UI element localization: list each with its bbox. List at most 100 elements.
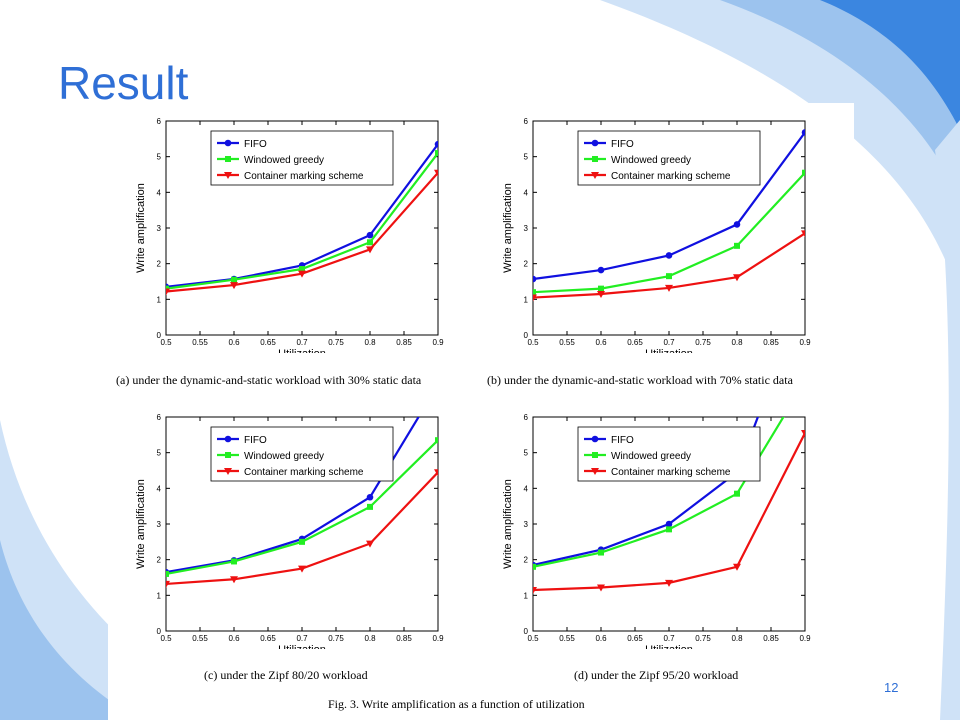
data-point-container-marking-scheme: [366, 246, 374, 254]
y-axis-label: Write amplification: [135, 479, 147, 569]
chart-svg: 0.5 0.55 0.6 0.65 0.7 0.75 0.8 0.85 0.9 0 1 2 3 4 5 6 Ut…: [135, 413, 444, 649]
x-tick-label: 0.8: [364, 634, 376, 643]
x-tick-label: 0.7: [663, 634, 675, 643]
bottom-left-wave-mid: [0, 540, 140, 720]
legend-marker-container-marking-scheme: [591, 172, 599, 179]
caption-b: (b) under the dynamic-and-static workloa…: [487, 373, 793, 387]
y-axis-label: Write amplification: [502, 479, 514, 569]
y-tick-label: 4: [524, 188, 529, 197]
x-tick-label: 0.5: [527, 338, 539, 347]
x-tick-label: 0.75: [695, 338, 711, 347]
y-tick-label: 1: [524, 591, 529, 600]
legend-marker-windowed-greedy: [225, 156, 231, 162]
x-tick-label: 0.85: [763, 634, 779, 643]
x-tick-label: 0.65: [627, 338, 643, 347]
figure-caption: Fig. 3. Write amplification as a functio…: [328, 697, 585, 711]
data-point-container-marking-scheme: [298, 565, 306, 573]
legend-marker-fifo: [591, 435, 599, 443]
y-tick-label: 6: [524, 413, 529, 422]
legend-marker-windowed-greedy: [592, 156, 598, 162]
legend-box: [577, 130, 761, 186]
legend-label-windowed-greedy: Windowed greedy: [244, 451, 324, 462]
x-tick-label: 0.6: [228, 338, 240, 347]
legend-label-container-marking-scheme: Container marking scheme: [611, 171, 731, 182]
data-point-windowed-greedy: [299, 538, 305, 545]
y-tick-label: 4: [524, 484, 529, 493]
legend-marker-container-marking-scheme: [224, 468, 232, 475]
data-point-container-marking-scheme: [665, 284, 673, 292]
data-point-fifo: [533, 275, 537, 283]
x-tick-label: 0.9: [799, 338, 811, 347]
data-point-fifo: [366, 493, 374, 501]
caption-d: (d) under the Zipf 95/20 workload: [574, 668, 739, 682]
x-tick-label: 0.75: [328, 338, 344, 347]
x-tick-label: 0.65: [627, 634, 643, 643]
x-tick-label: 0.5: [527, 634, 539, 643]
data-point-windowed-greedy: [299, 266, 305, 273]
slide-title: Result: [58, 57, 189, 109]
y-tick-label: 2: [157, 556, 162, 565]
y-tick-label: 5: [524, 449, 529, 458]
y-axis-label: Write amplification: [135, 183, 147, 273]
chart-a: 0.5 0.55 0.6 0.65 0.7 0.75 0.8 0.85 0.9 0 1 2 3 4 5 6 Ut…: [132, 113, 462, 353]
legend-marker-fifo: [224, 435, 232, 443]
series-group: [166, 140, 438, 296]
x-tick-label: 0.7: [296, 338, 308, 347]
data-point-fifo: [665, 252, 673, 259]
y-tick-label: 0: [524, 627, 529, 636]
legend-label-windowed-greedy: Windowed greedy: [611, 155, 691, 166]
y-tick-label: 0: [157, 331, 162, 340]
x-tick-label: 0.7: [296, 634, 308, 643]
page-number: 12: [884, 680, 899, 695]
data-point-container-marking-scheme: [298, 270, 306, 278]
data-point-windowed-greedy: [231, 276, 237, 283]
legend-label-fifo: FIFO: [611, 435, 634, 446]
legend-box: [577, 426, 761, 482]
y-tick-label: 1: [524, 295, 529, 304]
x-tick-label: 0.75: [328, 634, 344, 643]
data-point-windowed-greedy: [435, 150, 438, 157]
data-point-windowed-greedy: [367, 239, 373, 246]
y-tick-label: 6: [157, 413, 162, 422]
chart-svg: 0.5 0.55 0.6 0.65 0.7 0.75 0.8 0.85 0.9 0 1 2 3 4 5 6 Ut…: [502, 117, 811, 353]
x-tick-label: 0.55: [559, 338, 575, 347]
top-right-wave-dark: [820, 0, 960, 130]
y-tick-label: 2: [524, 260, 529, 269]
x-tick-label: 0.9: [432, 338, 444, 347]
data-point-windowed-greedy: [734, 242, 740, 249]
legend-label-container-marking-scheme: Container marking scheme: [244, 467, 364, 478]
legend-box: [210, 130, 394, 186]
x-tick-label: 0.55: [192, 338, 208, 347]
legend-label-fifo: FIFO: [611, 139, 634, 150]
y-tick-label: 3: [524, 520, 529, 529]
legend-label-fifo: FIFO: [244, 139, 267, 150]
legend-marker-fifo: [591, 139, 599, 147]
data-point-fifo: [434, 140, 438, 148]
y-axis-label: Write amplification: [502, 183, 514, 273]
data-point-windowed-greedy: [231, 558, 237, 565]
legend-marker-container-marking-scheme: [591, 468, 599, 475]
chart-svg: 0.5 0.55 0.6 0.65 0.7 0.75 0.8 0.85 0.9 0 1 2 3 4 5 6 Ut…: [135, 117, 444, 353]
x-tick-label: 0.55: [559, 634, 575, 643]
x-tick-label: 0.65: [260, 338, 276, 347]
x-tick-label: 0.8: [731, 338, 743, 347]
legend-marker-windowed-greedy: [225, 452, 231, 458]
y-tick-label: 5: [157, 449, 162, 458]
data-point-container-marking-scheme: [230, 576, 238, 584]
data-point-container-marking-scheme: [733, 274, 741, 282]
legend-marker-container-marking-scheme: [224, 172, 232, 179]
series-group: [166, 417, 438, 588]
x-tick-label: 0.6: [595, 338, 607, 347]
data-point-container-marking-scheme: [533, 586, 537, 594]
y-tick-label: 0: [157, 627, 162, 636]
right-edge-wave: [935, 120, 960, 720]
legend-label-windowed-greedy: Windowed greedy: [611, 451, 691, 462]
data-point-windowed-greedy: [533, 563, 536, 570]
x-tick-label: 0.8: [364, 338, 376, 347]
data-point-container-marking-scheme: [166, 580, 170, 588]
y-tick-label: 3: [157, 224, 162, 233]
legend-label-container-marking-scheme: Container marking scheme: [244, 171, 364, 182]
data-point-fifo: [366, 231, 374, 239]
x-tick-label: 0.75: [695, 634, 711, 643]
